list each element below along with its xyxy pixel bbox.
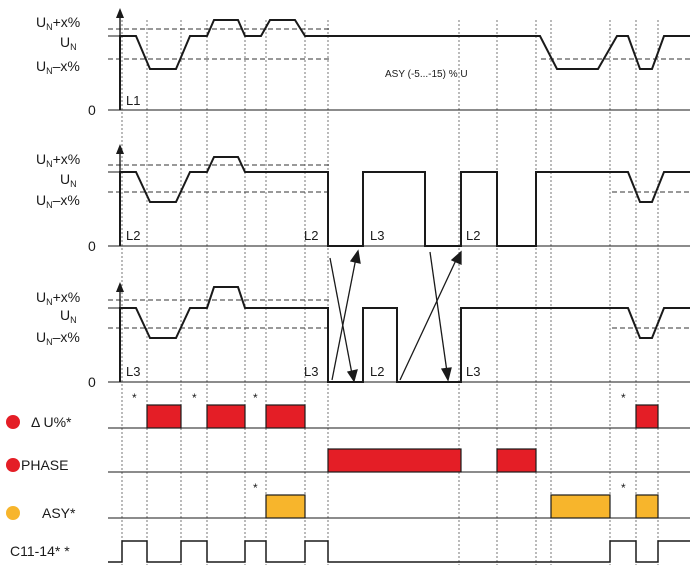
red-status-dot-icon <box>6 415 20 429</box>
delta-u-pulse <box>265 404 306 429</box>
asterisk-marker: * <box>621 481 626 495</box>
panel-l1-threshold-lines <box>108 28 690 60</box>
swap-arrow <box>399 257 458 381</box>
red-status-dot-icon <box>6 458 20 472</box>
panel-l2-phase-label: L2 <box>126 228 140 243</box>
yellow-status-dot-icon <box>6 506 20 520</box>
panel-l3-zero-label: 0 <box>88 374 96 390</box>
panel-l3: UN+x% UN UN–x% 0 L3 L3 L2 L3 <box>36 282 690 390</box>
signal-delta-u-pulses <box>146 404 659 429</box>
panel-l1-waveform <box>119 19 690 110</box>
panel-l3-nominal-label: UN <box>60 307 77 325</box>
signal-delta-u: Δ U%* * * * * <box>6 391 690 430</box>
signal-relay-waveform <box>108 540 690 563</box>
panel-l2-axis-arrow <box>116 144 124 154</box>
panel-l2-phase-label: L2 <box>304 228 318 243</box>
signal-relay-label: C11-14* * <box>10 543 70 559</box>
panel-l1-phase-label: L1 <box>126 93 140 108</box>
panel-l3-phase-label: L3 <box>126 364 140 379</box>
panel-l3-axis-arrow <box>116 282 124 292</box>
panel-l2-upper-label: UN+x% <box>36 151 80 169</box>
phase-pulse <box>496 448 537 473</box>
panel-l2-waveform <box>119 156 690 247</box>
panel-l2-nominal-label: UN <box>60 171 77 189</box>
panel-l3-upper-label: UN+x% <box>36 289 80 307</box>
delta-u-pulse <box>635 404 659 429</box>
panel-l1-lower-label: UN–x% <box>36 58 80 76</box>
asy-pulse <box>550 494 611 519</box>
asterisk-marker: * <box>253 391 258 405</box>
panel-l3-waveform <box>119 286 690 383</box>
time-markers <box>121 20 659 565</box>
signal-asy: ASY* * * <box>6 481 690 521</box>
panel-l3-phase-label: L3 <box>304 364 318 379</box>
panel-l1: UN+x% UN UN–x% 0 L1 ASY (-5...-15) % U <box>36 8 690 118</box>
arrow-head-icon <box>440 367 452 382</box>
phase-swap-arrows <box>329 249 462 383</box>
asterisk-marker: * <box>621 391 626 405</box>
panel-l3-phase-label: L3 <box>466 364 480 379</box>
asy-pulse <box>635 494 659 519</box>
delta-u-pulse <box>146 404 182 429</box>
arrow-head-icon <box>450 250 462 266</box>
panel-l3-phase-label: L2 <box>370 364 384 379</box>
arrow-head-icon <box>346 369 358 383</box>
panel-l2-lower-label: UN–x% <box>36 192 80 210</box>
asterisk-marker: * <box>192 391 197 405</box>
signal-delta-u-label: Δ U%* <box>31 414 72 430</box>
arrow-head-icon <box>349 249 361 264</box>
delta-u-pulse <box>206 404 246 429</box>
panel-l1-upper-label: UN+x% <box>36 14 80 32</box>
panel-l2-zero-label: 0 <box>88 238 96 254</box>
panel-l1-zero-label: 0 <box>88 102 96 118</box>
panel-l2-phase-label: L3 <box>370 228 384 243</box>
asterisk-marker: * <box>253 481 258 495</box>
panel-l1-asy-annotation: ASY (-5...-15) % U <box>385 69 468 80</box>
asterisk-marker: * <box>132 391 137 405</box>
panel-l1-axis-arrow <box>116 8 124 18</box>
signal-relay: C11-14* * <box>10 540 690 563</box>
signal-asy-label: ASY* <box>42 505 76 521</box>
swap-arrow <box>329 257 353 375</box>
panel-l2-phase-label: L2 <box>466 228 480 243</box>
asy-pulse <box>265 494 306 519</box>
signal-phase-label: PHASE <box>21 457 68 473</box>
swap-arrow <box>429 251 448 373</box>
phase-pulse <box>327 448 462 473</box>
swap-arrow <box>331 257 357 381</box>
panel-l3-threshold-lines <box>108 299 690 329</box>
panel-l1-nominal-label: UN <box>60 34 77 52</box>
signal-phase-pulses <box>327 448 537 473</box>
panel-l2-threshold-lines <box>108 164 690 193</box>
panel-l2: UN+x% UN UN–x% 0 L2 L2 L3 L2 <box>36 144 690 254</box>
panel-l3-lower-label: UN–x% <box>36 329 80 347</box>
signal-phase: PHASE <box>6 448 690 473</box>
signal-asy-pulses <box>265 494 659 519</box>
